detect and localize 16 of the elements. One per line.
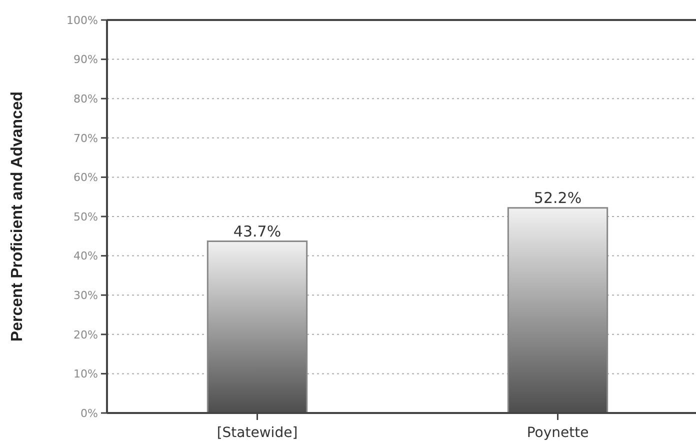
- y-tick-label: 100%: [66, 14, 98, 27]
- y-tick-label: 30%: [74, 288, 98, 302]
- y-tick-label: 90%: [74, 53, 98, 66]
- y-tick-label: 0%: [80, 406, 98, 420]
- y-tick-label: 70%: [74, 132, 98, 145]
- y-tick-label: 20%: [74, 328, 98, 342]
- y-tick-label: 60%: [74, 171, 98, 184]
- y-tick-label: 40%: [74, 250, 98, 263]
- x-tick-label: Poynette: [526, 425, 589, 441]
- data-label: 43.7%: [233, 222, 282, 240]
- y-tick-label: 50%: [74, 210, 98, 224]
- x-tick-label: [Statewide]: [216, 425, 298, 441]
- data-label: 52.2%: [534, 188, 582, 207]
- y-axis-title: Percent Proficient and Advanced: [9, 91, 26, 342]
- y-tick-label: 80%: [74, 92, 98, 106]
- y-tick-label: 10%: [74, 368, 98, 381]
